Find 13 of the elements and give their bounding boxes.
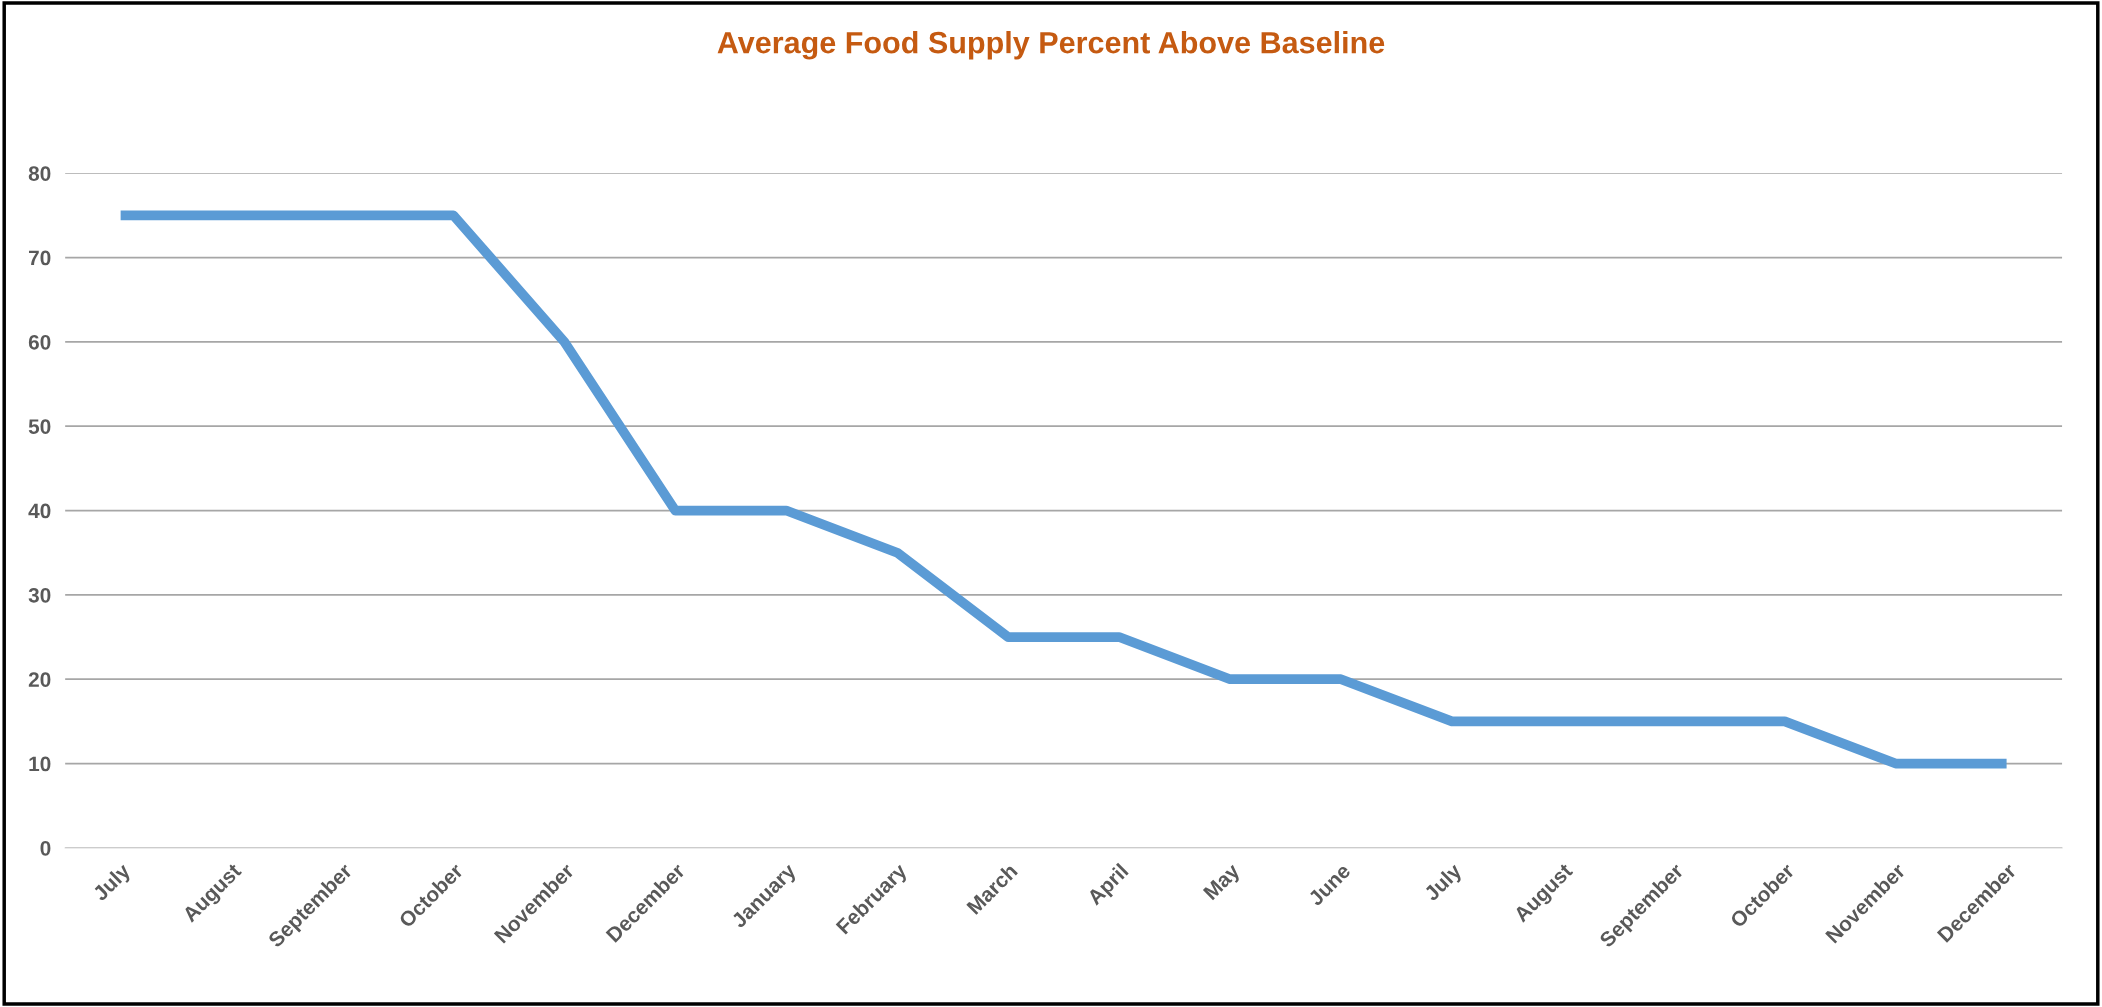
y-tick-label: 0 (40, 840, 51, 856)
y-tick-label: 60 (28, 334, 51, 350)
y-tick-label: 30 (28, 587, 51, 603)
y-tick-label: 70 (29, 250, 51, 266)
y-tick-label: 80 (28, 166, 51, 181)
x-tick-label: July (91, 861, 135, 905)
y-tick-label: 20 (28, 672, 51, 687)
x-tick-label: May (1202, 862, 1244, 904)
y-tick-label: 40 (28, 503, 51, 519)
chart-title: Average Food Supply Percent Above Baseline (717, 31, 1385, 60)
y-tick-label: 10 (29, 756, 51, 772)
x-tick-label: July (1422, 861, 1466, 905)
y-tick-label: 50 (28, 419, 51, 434)
